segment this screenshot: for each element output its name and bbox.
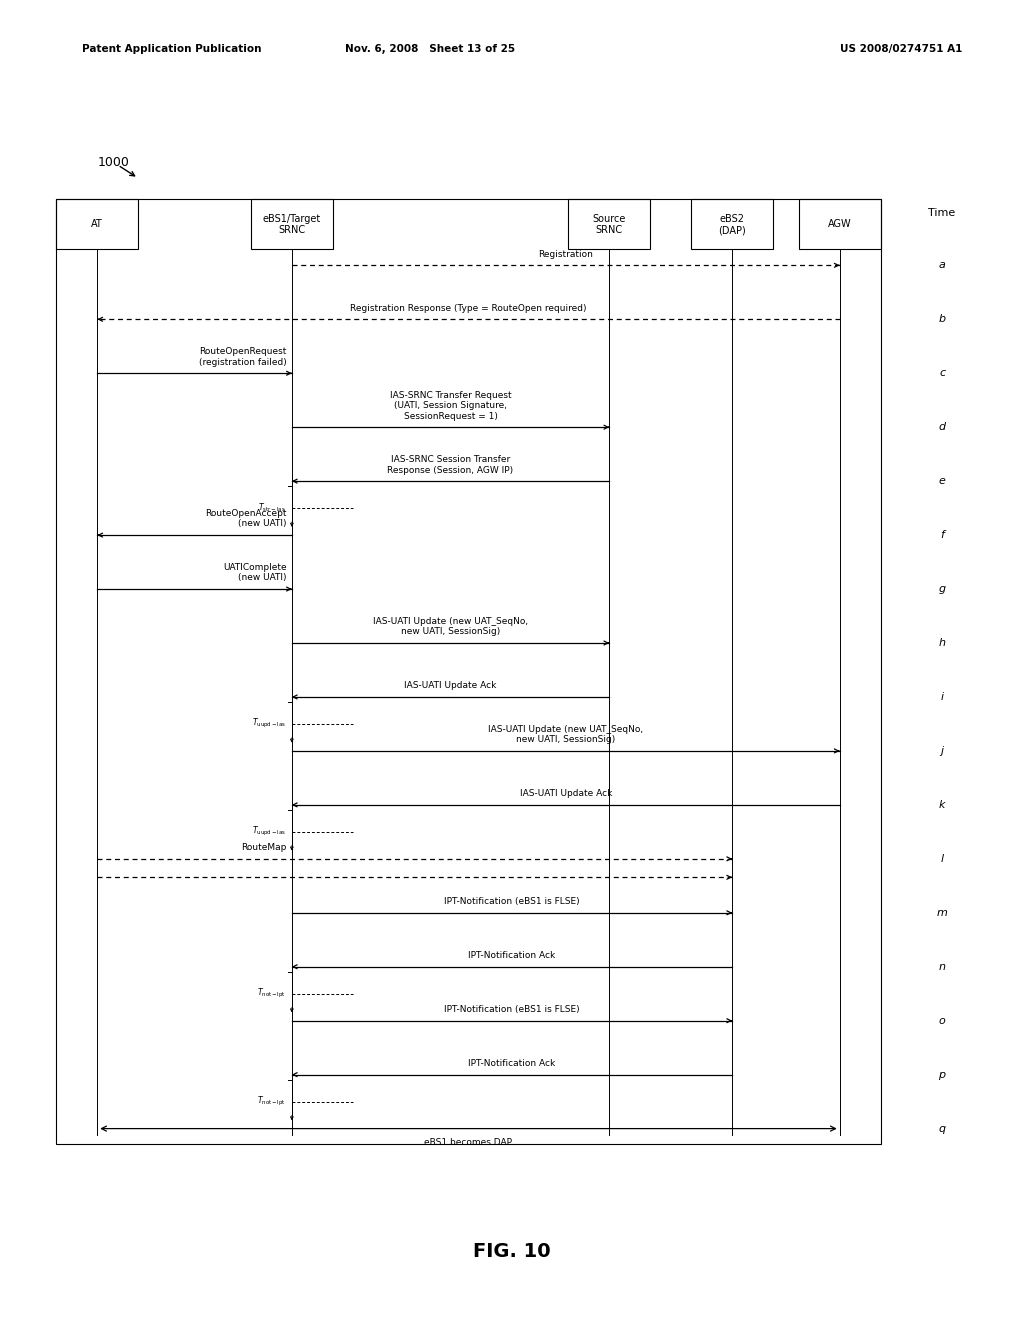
Text: eBS1/Target
SRNC: eBS1/Target SRNC [263, 214, 321, 235]
Text: g: g [939, 583, 945, 594]
Text: eBS2
(DAP): eBS2 (DAP) [718, 214, 746, 235]
Text: FIG. 10: FIG. 10 [473, 1242, 551, 1261]
Text: i: i [940, 692, 944, 702]
Text: 1000: 1000 [97, 156, 129, 169]
Bar [691, 199, 773, 249]
Text: j: j [940, 746, 944, 756]
Text: k: k [939, 800, 945, 810]
Bar [56, 199, 881, 1144]
Text: p: p [939, 1069, 945, 1080]
Text: IPT-Notification Ack: IPT-Notification Ack [468, 1059, 556, 1068]
Text: h: h [939, 638, 945, 648]
Text: Patent Application Publication: Patent Application Publication [82, 44, 261, 54]
Text: b: b [939, 314, 945, 325]
Text: q: q [939, 1123, 945, 1134]
Text: $T_{\mathrm{not-lpt}}$: $T_{\mathrm{not-lpt}}$ [257, 987, 286, 1001]
Text: Time: Time [929, 207, 955, 218]
Text: o: o [939, 1015, 945, 1026]
Text: $T_{\mathrm{not-lpt}}$: $T_{\mathrm{not-lpt}}$ [257, 1096, 286, 1109]
Text: $T_{\mathrm{uupd-las}}$: $T_{\mathrm{uupd-las}}$ [252, 717, 286, 730]
Bar [56, 199, 138, 249]
Text: AGW: AGW [827, 219, 852, 230]
Text: IAS-UATI Update (new UAT_SeqNo,
new UATI, SessionSig): IAS-UATI Update (new UAT_SeqNo, new UATI… [373, 616, 528, 636]
Text: Nov. 6, 2008   Sheet 13 of 25: Nov. 6, 2008 Sheet 13 of 25 [345, 44, 515, 54]
Text: US 2008/0274751 A1: US 2008/0274751 A1 [840, 44, 963, 54]
Bar [799, 199, 881, 249]
Text: IPT-Notification Ack: IPT-Notification Ack [468, 952, 556, 960]
Text: RouteOpenAccept
(new UATI): RouteOpenAccept (new UATI) [205, 510, 287, 528]
Text: AT: AT [91, 219, 103, 230]
Text: Registration: Registration [539, 249, 593, 259]
Text: Registration Response (Type = RouteOpen required): Registration Response (Type = RouteOpen … [350, 304, 587, 313]
Bar [568, 199, 650, 249]
Text: IAS-SRNC Transfer Request
(UATI, Session Signature,
SessionRequest = 1): IAS-SRNC Transfer Request (UATI, Session… [390, 391, 511, 421]
Text: Source
SRNC: Source SRNC [593, 214, 626, 235]
Text: n: n [939, 962, 945, 972]
Text: e: e [939, 477, 945, 486]
Text: IAS-UATI Update (new UAT_SeqNo,
new UATI, SessionSig): IAS-UATI Update (new UAT_SeqNo, new UATI… [488, 725, 643, 744]
Text: f: f [940, 531, 944, 540]
Text: a: a [939, 260, 945, 271]
Text: c: c [939, 368, 945, 379]
Text: IAS-UATI Update Ack: IAS-UATI Update Ack [519, 789, 612, 799]
Text: eBS1 becomes DAP: eBS1 becomes DAP [425, 1138, 512, 1147]
Text: RouteOpenRequest
(registration failed): RouteOpenRequest (registration failed) [199, 347, 287, 367]
Text: IPT-Notification (eBS1 is FLSE): IPT-Notification (eBS1 is FLSE) [444, 898, 580, 906]
Text: UATIComplete
(new UATI): UATIComplete (new UATI) [223, 564, 287, 582]
Text: IAS-UATI Update Ack: IAS-UATI Update Ack [404, 681, 497, 690]
Text: IAS-SRNC Session Transfer
Response (Session, AGW IP): IAS-SRNC Session Transfer Response (Sess… [387, 455, 514, 475]
Text: $T_{\mathrm{uupd-las}}$: $T_{\mathrm{uupd-las}}$ [252, 825, 286, 838]
Text: l: l [940, 854, 944, 863]
Text: m: m [937, 908, 947, 917]
Text: $T_{\mathrm{str-las}}$: $T_{\mathrm{str-las}}$ [258, 502, 286, 515]
Text: RouteMap: RouteMap [242, 843, 287, 853]
Bar [251, 199, 333, 249]
Text: IPT-Notification (eBS1 is FLSE): IPT-Notification (eBS1 is FLSE) [444, 1005, 580, 1014]
Text: d: d [939, 422, 945, 432]
